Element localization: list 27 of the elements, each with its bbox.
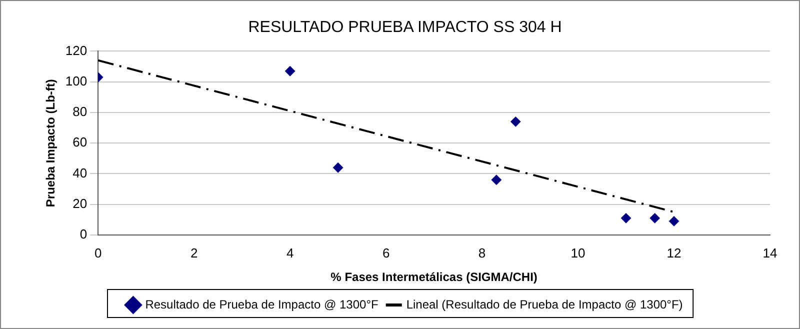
x-tick-label: 12 xyxy=(666,245,682,260)
x-axis-title: % Fases Intermetálicas (SIGMA/CHI) xyxy=(330,270,538,284)
y-tick-label: 100 xyxy=(65,73,88,88)
y-tick-label: 60 xyxy=(72,134,88,150)
point xyxy=(650,213,660,224)
y-tick-label: 20 xyxy=(72,196,88,211)
legend-label: Resultado de Prueba de Impacto @ 1300°F xyxy=(145,297,378,312)
x-tick-label: 8 xyxy=(478,245,486,260)
point xyxy=(669,216,680,226)
point xyxy=(510,116,521,127)
point xyxy=(285,66,296,76)
point xyxy=(491,174,502,185)
point xyxy=(621,213,632,224)
y-axis-title: Prueba Impacto (Lb-ft) xyxy=(44,79,58,208)
x-tick-label: 14 xyxy=(762,245,778,260)
chart-title: RESULTADO PRUEBA IMPACTO SS 304 H xyxy=(248,19,562,36)
x-tick-label: 2 xyxy=(190,245,198,260)
y-tick-label: 40 xyxy=(72,165,88,180)
legend-label: Lineal (Resultado de Prueba de Impacto @ 1300°F) xyxy=(406,297,683,312)
y-tick-label: 120 xyxy=(65,42,88,58)
point xyxy=(333,162,344,173)
y-tick-label: 80 xyxy=(72,104,88,120)
x-tick-label: 6 xyxy=(382,245,390,260)
x-tick-label: 10 xyxy=(570,245,586,260)
x-tick-label: 4 xyxy=(286,245,294,260)
x-tick-label: 0 xyxy=(94,245,102,260)
y-tick-label: 0 xyxy=(80,226,88,242)
